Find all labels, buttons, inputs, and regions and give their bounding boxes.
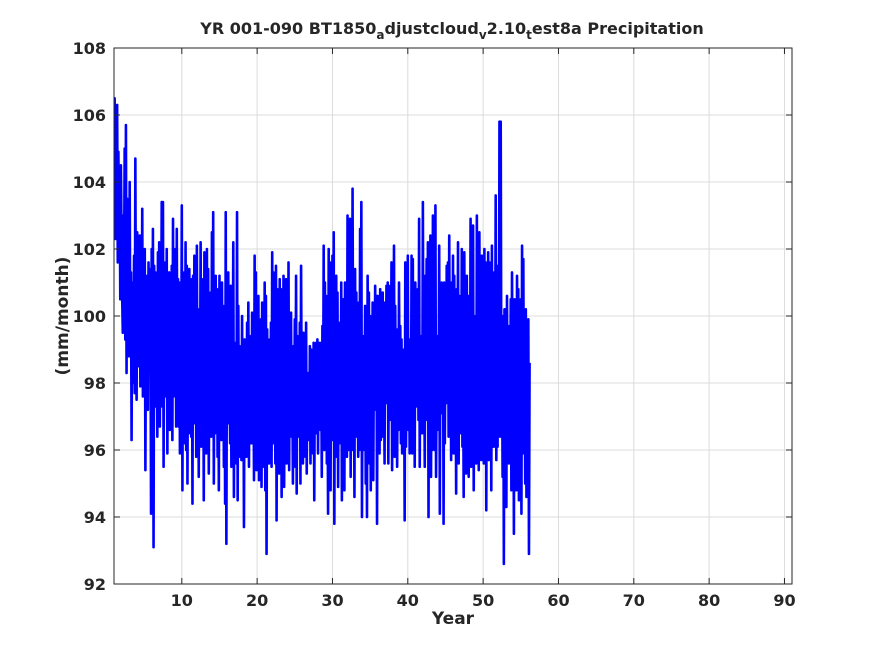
x-tick-label: 30 <box>321 591 343 610</box>
y-tick-label: 102 <box>73 240 106 259</box>
y-tick-label: 98 <box>84 374 106 393</box>
y-tick-label: 96 <box>84 441 106 460</box>
series-layer <box>114 96 531 566</box>
x-tick-label: 10 <box>171 591 193 610</box>
x-tick-label: 70 <box>623 591 645 610</box>
y-tick-label: 92 <box>84 575 106 594</box>
x-tick-label: 60 <box>547 591 569 610</box>
y-tick-label: 104 <box>73 173 106 192</box>
series-line-0 <box>114 96 531 566</box>
title-part: YR 001-090 BT1850 <box>199 19 376 38</box>
y-tick-label: 106 <box>73 106 106 125</box>
y-tick-labels: 92 94 96 98 100 102 104 106 108 <box>73 39 106 594</box>
title-part: t <box>526 28 532 42</box>
tick-marks <box>114 47 792 585</box>
title-part: a <box>376 28 384 42</box>
chart-title: YR 001-090 BT1850adjustcloudv2.10test8a … <box>199 19 703 42</box>
title-part: v <box>479 28 487 42</box>
x-tick-label: 80 <box>698 591 720 610</box>
x-tick-label: 50 <box>472 591 494 610</box>
y-tick-label: 108 <box>73 39 106 58</box>
x-tick-labels: 10 20 30 40 50 60 70 80 90 <box>171 591 796 610</box>
x-tick-label: 40 <box>397 591 419 610</box>
x-tick-label: 90 <box>773 591 795 610</box>
y-tick-label: 100 <box>73 307 106 326</box>
title-part: 2.10 <box>487 19 526 38</box>
title-part: djustcloud <box>385 19 479 38</box>
y-axis-label: (mm/month) <box>53 257 73 376</box>
x-axis-label: Year <box>431 609 475 629</box>
x-tick-label: 20 <box>246 591 268 610</box>
title-part: est8a Precipitation <box>532 19 704 38</box>
y-tick-label: 94 <box>84 508 106 527</box>
